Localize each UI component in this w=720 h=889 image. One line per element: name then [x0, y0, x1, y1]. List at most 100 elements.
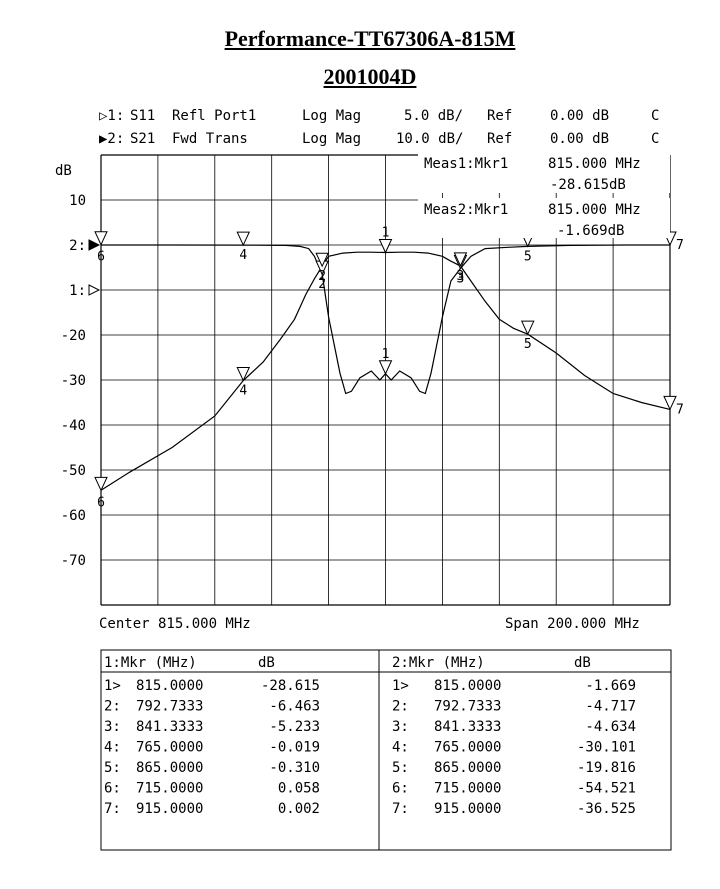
channel-2-ref-label: Ref: [487, 131, 512, 147]
channel-2-desc: Fwd Trans: [172, 131, 248, 147]
reference-markers: [88, 239, 101, 296]
meas2-label: Meas2:Mkr1: [424, 202, 508, 218]
measurement-readouts: Meas1:Mkr1 815.000 MHz -28.615dB Meas2:M…: [418, 153, 670, 239]
table-cell-id: 1>: [104, 678, 121, 694]
channel-1-ref-label: Ref: [487, 108, 512, 124]
trace-s11: [101, 244, 670, 395]
table-cell-db: -4.634: [585, 719, 636, 735]
marker-label: 7: [676, 238, 684, 253]
channel-2-scale: 10.0 dB/: [396, 131, 463, 147]
marker-5-s21: [520, 320, 535, 336]
table-cell-db: 0.058: [278, 781, 320, 797]
channel-2-ref: 0.00 dB: [550, 131, 609, 147]
table-header-mkr: 1:Mkr (MHz): [104, 655, 197, 671]
table-cell-db: -36.525: [577, 801, 636, 817]
marker-3-s21: [453, 252, 468, 268]
table-cell-id: 4:: [392, 740, 409, 756]
table-cell-db: -5.233: [269, 719, 320, 735]
table-cell-db: -0.019: [269, 740, 320, 756]
marker-table-frame: [100, 649, 672, 851]
marker-label: 3: [457, 269, 465, 284]
table-cell-id: 6:: [392, 781, 409, 797]
table-cell-db: -30.101: [577, 740, 636, 756]
table-header-mkr: 2:Mkr (MHz): [392, 655, 485, 671]
channel-2-flag: C: [651, 131, 659, 147]
marker-label: 1: [382, 226, 390, 241]
meas1-label: Meas1:Mkr1: [424, 156, 508, 172]
traces: [100, 244, 671, 491]
table-cell-db: -19.816: [577, 760, 636, 776]
channel-2-prefix: ▶2:: [99, 131, 124, 147]
marker-4-s21: [236, 366, 251, 382]
table-cell-freq: 715.0000: [434, 781, 501, 797]
table-cell-db: 0.002: [278, 801, 320, 817]
channel-1-prefix: ▷1:: [99, 108, 124, 124]
marker-table: 1:Mkr (MHz) dB 1> 815.0000 -28.615 2: 792.7333…: [100, 649, 672, 851]
table-cell-db: -28.615: [261, 678, 320, 694]
channel-2-format: Log Mag: [302, 131, 361, 147]
meas2-freq: 815.000 MHz: [548, 202, 641, 218]
ref-marker-s11-arrow: [88, 284, 101, 296]
table-cell-freq: 765.0000: [434, 740, 501, 756]
table-cell-freq: 841.3333: [136, 719, 203, 735]
table-cell-id: 5:: [104, 760, 121, 776]
marker-label: 5: [524, 337, 532, 352]
table-cell-id: 6:: [104, 781, 121, 797]
y-tick-label: -20: [61, 328, 86, 344]
table-cell-freq: 915.0000: [136, 801, 203, 817]
table-cell-freq: 815.0000: [136, 678, 203, 694]
channel-header: ▷1: S11 Refl Port1 Log Mag 5.0 dB/ Ref 0…: [99, 108, 659, 147]
y-tick-label: -70: [61, 553, 86, 569]
y-axis-unit: dB: [55, 163, 72, 179]
table-cell-id: 3:: [104, 719, 121, 735]
table-cell-freq: 841.3333: [434, 719, 501, 735]
table-cell-freq: 792.7333: [136, 699, 203, 715]
channel-1-format: Log Mag: [302, 108, 361, 124]
marker-label: 4: [239, 248, 247, 263]
table-cell-freq: 815.0000: [434, 678, 501, 694]
marker-label: 2: [318, 269, 326, 284]
table-cell-freq: 865.0000: [136, 760, 203, 776]
table-cell-db: -4.717: [585, 699, 636, 715]
table-cell-freq: 792.7333: [434, 699, 501, 715]
table-cell-id: 4:: [104, 740, 121, 756]
table-cell-id: 2:: [392, 699, 409, 715]
page-subtitle: 2001004D: [323, 64, 417, 89]
meas1-freq: 815.000 MHz: [548, 156, 641, 172]
table-cell-freq: 915.0000: [434, 801, 501, 817]
marker-label: 2: [318, 277, 326, 292]
table-cell-db: -1.669: [585, 678, 636, 694]
table-cell-id: 3:: [392, 719, 409, 735]
channel-1-desc: Refl Port1: [172, 108, 256, 124]
table-cell-db: -54.521: [577, 781, 636, 797]
marker-6-s21: [94, 476, 108, 492]
trace-s21: [100, 251, 671, 491]
marker-label: 7: [676, 402, 684, 417]
marker-7-s21: [663, 395, 677, 411]
marker-label: 1: [382, 347, 390, 362]
ref-marker-s21-arrow: [88, 239, 101, 251]
table-cell-id: 2:: [104, 699, 121, 715]
y-tick-label: 1:: [69, 283, 86, 299]
span-frequency: Span 200.000 MHz: [505, 616, 640, 632]
y-tick-label: 10: [69, 193, 86, 209]
marker-1-s21: [378, 239, 393, 254]
table-cell-db: -0.310: [269, 760, 320, 776]
marker-label: 5: [524, 249, 532, 264]
table-cell-freq: 765.0000: [136, 740, 203, 756]
marker-label: 6: [97, 250, 105, 265]
y-tick-label: 2:: [69, 238, 86, 254]
marker-1-s11: [378, 360, 393, 375]
y-tick-label: -60: [61, 508, 86, 524]
table-cell-id: 1>: [392, 678, 409, 694]
y-tick-label: -40: [61, 418, 86, 434]
y-tick-labels: 10 2: 1: -20 -30 -40 -50 -60 -70: [61, 193, 86, 569]
table-header-db: dB: [258, 655, 275, 671]
table-cell-id: 7:: [104, 801, 121, 817]
marker-label: 3: [457, 272, 465, 287]
marker-2-s21: [315, 252, 329, 268]
channel-1-flag: C: [651, 108, 659, 124]
table-cell-db: -6.463: [269, 699, 320, 715]
